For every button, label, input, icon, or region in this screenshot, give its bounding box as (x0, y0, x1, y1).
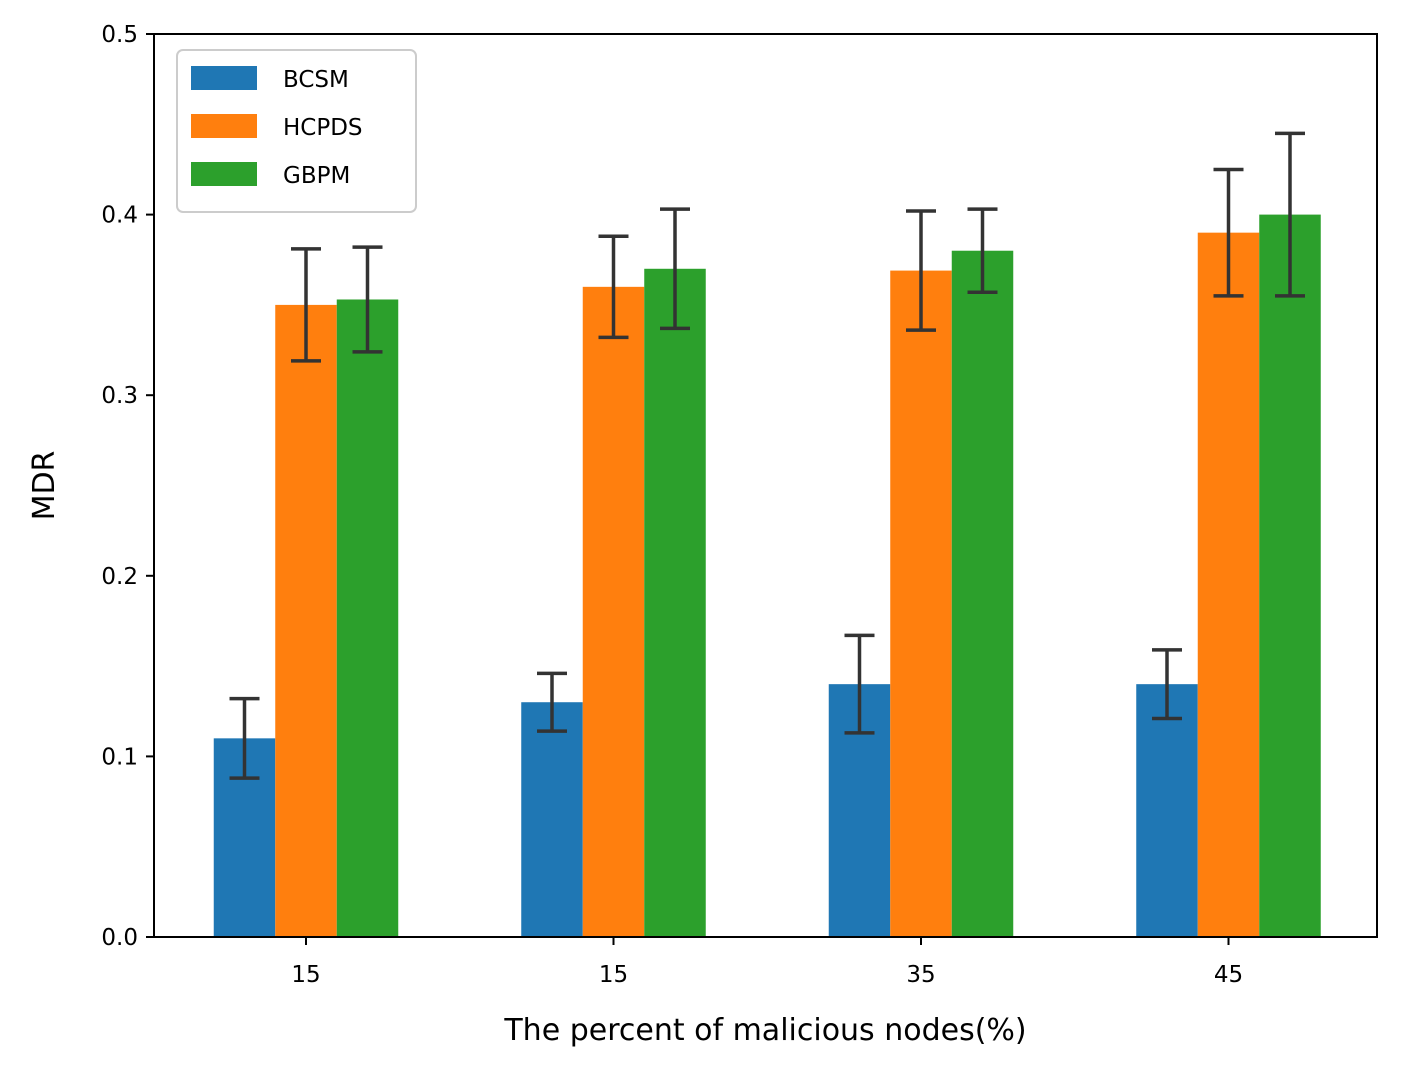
error-bar-bcsm-3 (1152, 648, 1182, 721)
error-bar-hcpds-0 (291, 247, 321, 363)
bar-gbpm-2 (951, 250, 1014, 938)
y-tick-label: 0.4 (101, 203, 138, 229)
error-bar-gbpm-3 (1275, 131, 1305, 298)
legend-label-gbpm: GBPM (283, 163, 350, 189)
bar-hcpds-3 (1197, 232, 1260, 937)
error-bar-gbpm-2 (967, 207, 998, 295)
error-bar-bcsm-0 (229, 696, 260, 780)
error-bar-bcsm-2 (844, 633, 875, 735)
plot-frame (153, 33, 1378, 938)
y-tick-label: 0.0 (101, 925, 138, 951)
x-axis-label: The percent of malicious nodes(%) (503, 1013, 1026, 1048)
bars-layer (213, 214, 1321, 938)
x-tick-label: 15 (291, 962, 320, 988)
error-bar-hcpds-1 (598, 234, 629, 340)
bar-bcsm-3 (1136, 684, 1198, 937)
error-bar-hcpds-2 (906, 209, 936, 332)
x-tick-label: 45 (1214, 962, 1243, 988)
bar-gbpm-0 (336, 299, 399, 937)
bar-gbpm-1 (644, 268, 706, 937)
x-tick-label: 15 (599, 962, 628, 988)
x-axis: 15 15 35 45 (291, 937, 1243, 988)
y-tick-label: 0.3 (101, 383, 138, 409)
error-bar-hcpds-3 (1213, 167, 1244, 298)
legend-swatch-gbpm (191, 162, 257, 186)
bar-hcpds-1 (582, 286, 645, 938)
legend-label-hcpds: HCPDS (283, 115, 363, 141)
y-tick-label: 0.1 (101, 744, 138, 770)
x-tick-label: 35 (906, 962, 935, 988)
error-bar-gbpm-0 (352, 245, 383, 354)
y-tick-label: 0.5 (101, 22, 138, 48)
legend-swatch-bcsm (191, 66, 257, 90)
legend: BCSM HCPDS GBPM (176, 49, 417, 213)
legend-swatch-hcpds (191, 114, 257, 138)
error-bar-gbpm-1 (660, 207, 690, 331)
y-tick-label: 0.2 (101, 564, 138, 590)
y-axis-label: MDR (27, 451, 62, 521)
bar-bcsm-1 (521, 702, 583, 937)
bar-hcpds-2 (890, 270, 952, 937)
error-bars-layer (229, 131, 1305, 780)
y-axis: 0.0 0.1 0.2 0.3 0.4 0.5 (101, 22, 154, 951)
legend-label-bcsm: BCSM (283, 67, 349, 93)
bar-gbpm-3 (1259, 214, 1321, 938)
bar-hcpds-0 (275, 304, 337, 937)
error-bar-bcsm-1 (537, 671, 567, 733)
